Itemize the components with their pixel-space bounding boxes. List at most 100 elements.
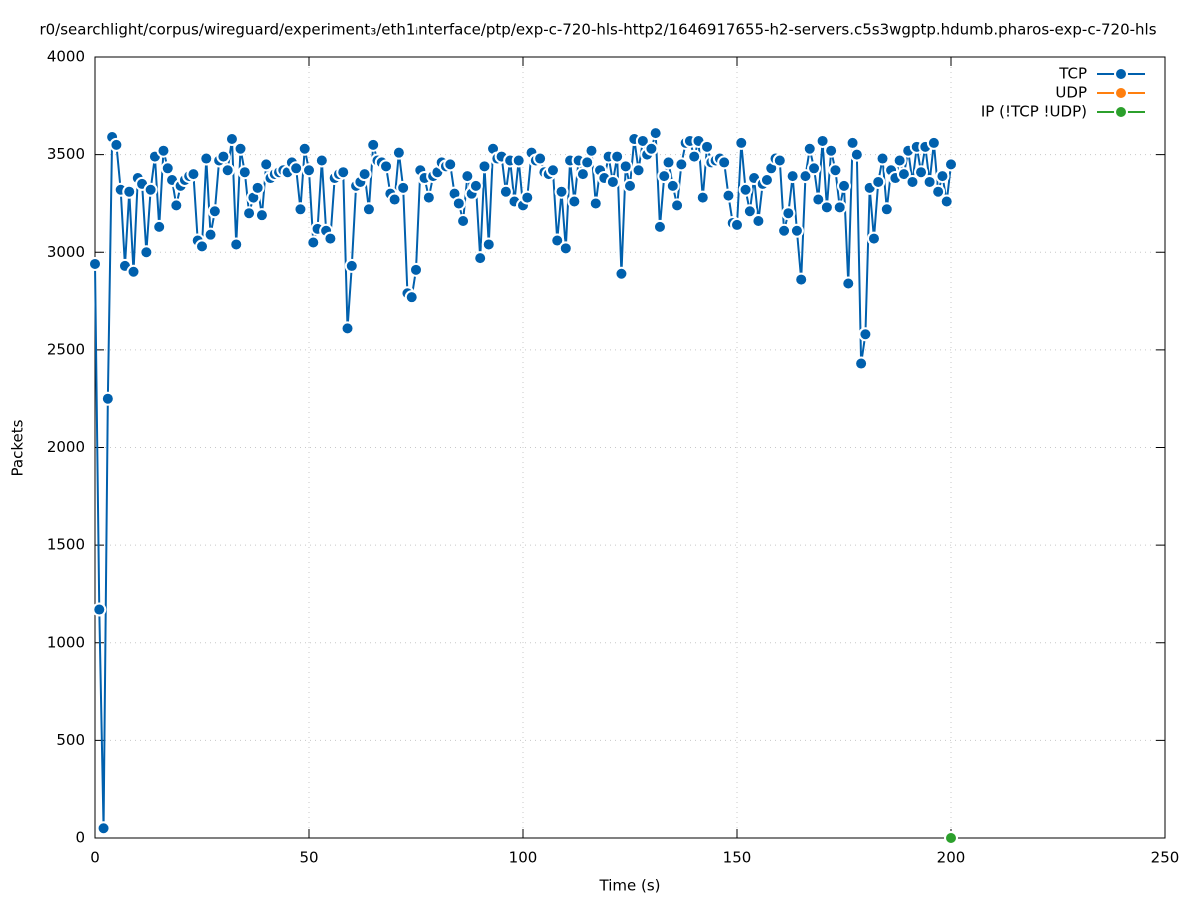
x-axis-label: Time (s) xyxy=(599,877,661,895)
data-point xyxy=(379,159,394,174)
x-tick-label: 100 xyxy=(509,849,538,867)
data-point xyxy=(481,237,496,252)
data-point xyxy=(905,174,920,189)
data-point xyxy=(652,219,667,234)
data-point xyxy=(580,155,595,170)
data-point xyxy=(156,143,171,158)
data-point xyxy=(237,165,252,180)
data-point xyxy=(926,135,941,150)
data-point xyxy=(207,204,222,219)
data-point xyxy=(892,153,907,168)
data-point xyxy=(866,231,881,246)
data-point xyxy=(139,245,154,260)
data-point xyxy=(533,151,548,166)
data-point xyxy=(815,133,830,148)
x-tick-label: 50 xyxy=(299,849,318,867)
data-point xyxy=(618,159,633,174)
data-point xyxy=(661,155,676,170)
data-point xyxy=(357,167,372,182)
data-point xyxy=(879,202,894,217)
data-point xyxy=(789,223,804,238)
data-point xyxy=(854,356,869,371)
legend-label: TCP xyxy=(1058,65,1087,83)
data-point xyxy=(554,184,569,199)
data-point xyxy=(498,184,513,199)
y-tick-label: 3500 xyxy=(47,145,85,163)
data-point xyxy=(819,200,834,215)
data-point xyxy=(832,200,847,215)
data-point xyxy=(575,167,590,182)
y-tick-label: 0 xyxy=(75,829,85,847)
data-point xyxy=(558,241,573,256)
legend-label: IP (!TCP !UDP) xyxy=(981,103,1087,121)
data-point xyxy=(550,233,565,248)
data-point xyxy=(468,178,483,193)
data-point xyxy=(511,153,526,168)
data-point xyxy=(473,251,488,266)
data-point xyxy=(944,831,958,845)
data-point xyxy=(623,178,637,193)
data-point xyxy=(588,196,603,211)
data-point xyxy=(456,214,471,229)
data-point xyxy=(781,206,796,221)
legend-marker xyxy=(1114,86,1128,100)
data-point xyxy=(306,235,321,250)
data-point xyxy=(224,132,239,147)
data-point xyxy=(289,161,304,176)
data-point xyxy=(896,167,911,182)
y-tick-label: 2000 xyxy=(47,438,85,456)
data-point xyxy=(657,169,672,184)
data-point xyxy=(96,821,111,836)
data-point xyxy=(721,188,736,203)
data-point xyxy=(203,227,218,242)
data-point xyxy=(858,327,873,342)
data-point xyxy=(772,153,787,168)
data-point xyxy=(734,135,749,150)
data-point xyxy=(584,143,599,158)
data-point xyxy=(391,145,406,160)
data-point xyxy=(404,290,419,305)
data-point xyxy=(935,169,950,184)
data-point xyxy=(837,178,851,193)
legend-marker xyxy=(1114,67,1128,81)
data-point xyxy=(293,202,308,217)
data-point xyxy=(635,133,650,148)
x-tick-label: 200 xyxy=(937,849,966,867)
data-point xyxy=(242,206,257,221)
data-point xyxy=(421,190,436,205)
data-point xyxy=(366,137,381,152)
data-point xyxy=(687,149,702,164)
data-point xyxy=(828,163,843,178)
legend-marker xyxy=(1114,105,1128,119)
data-point xyxy=(665,178,680,193)
y-tick-label: 1500 xyxy=(47,536,85,554)
x-tick-label: 250 xyxy=(1151,849,1180,867)
data-point xyxy=(195,239,209,254)
data-point xyxy=(152,219,167,234)
data-point xyxy=(160,161,175,176)
data-point xyxy=(614,266,629,281)
data-point xyxy=(186,167,201,182)
data-point xyxy=(336,165,351,180)
data-point xyxy=(759,173,774,188)
y-tick-label: 2500 xyxy=(47,340,85,358)
data-point xyxy=(88,256,102,271)
data-point xyxy=(811,192,826,207)
data-point xyxy=(396,180,411,195)
data-point xyxy=(169,198,184,213)
data-point xyxy=(794,272,809,287)
data-point xyxy=(631,163,646,178)
data-point xyxy=(939,194,954,209)
data-point xyxy=(451,196,466,211)
data-point xyxy=(914,165,929,180)
data-point xyxy=(314,153,329,168)
data-point xyxy=(841,276,856,291)
data-point xyxy=(785,169,800,184)
data-point xyxy=(777,223,792,238)
data-point xyxy=(730,217,744,232)
data-point xyxy=(220,163,235,178)
data-point xyxy=(751,214,766,229)
y-tick-label: 3000 xyxy=(47,243,85,261)
data-point xyxy=(443,157,458,172)
